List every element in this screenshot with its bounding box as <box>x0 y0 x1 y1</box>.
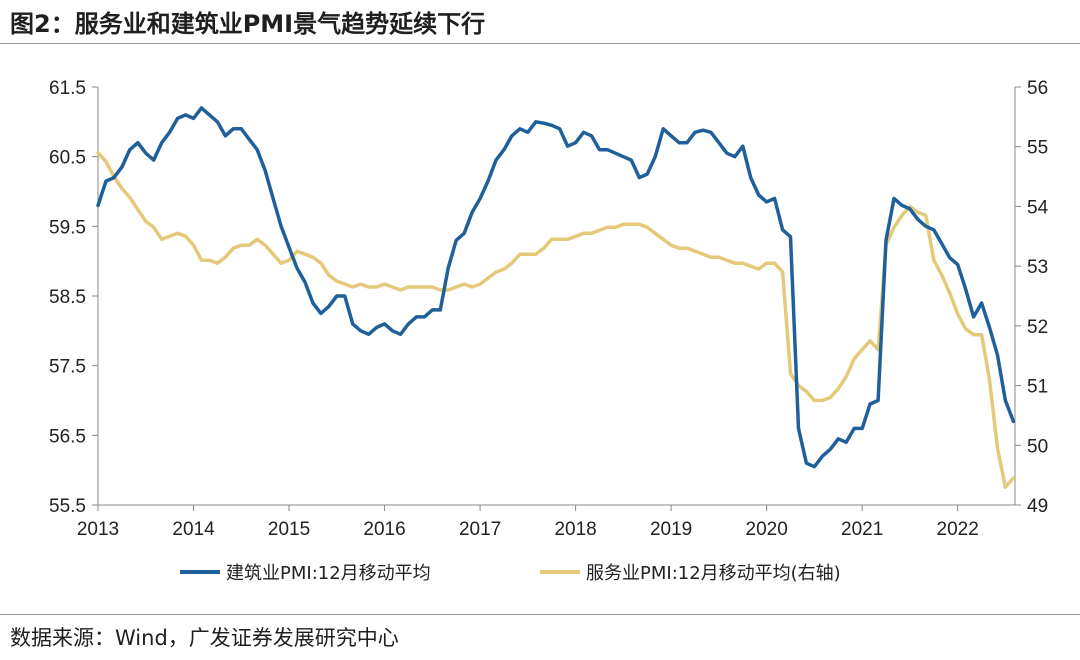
x-tick-label: 2022 <box>937 519 979 540</box>
chart-title: 图2：服务业和建筑业PMI景气趋势延续下行 <box>10 10 486 38</box>
right-tick-label: 51 <box>1027 377 1048 398</box>
right-y-axis-ticks: 49 50 51 52 53 54 55 56 <box>1015 78 1049 517</box>
x-tick-label: 2019 <box>650 519 692 540</box>
legend: 建筑业PMI:12月移动平均 服务业PMI:12月移动平均(右轴) <box>180 563 841 584</box>
construction-pmi-line <box>96 106 1016 469</box>
legend-item-construction: 建筑业PMI:12月移动平均 <box>180 563 431 584</box>
right-tick-label: 55 <box>1027 138 1048 159</box>
left-tick-label: 55.5 <box>49 496 86 517</box>
left-tick-label: 57.5 <box>49 357 86 378</box>
x-tick-label: 2018 <box>554 519 596 540</box>
legend-label: 建筑业PMI:12月移动平均 <box>226 563 431 584</box>
left-y-axis-ticks: 55.5 56.5 57.5 58.5 59.5 60.5 61.5 <box>49 78 98 517</box>
x-tick-label: 2013 <box>77 519 119 540</box>
right-tick-label: 50 <box>1027 436 1048 457</box>
legend-label: 服务业PMI:12月移动平均(右轴) <box>586 563 841 584</box>
x-tick-label: 2016 <box>363 519 405 540</box>
x-tick-label: 2015 <box>268 519 310 540</box>
pmi-line-chart: 55.5 56.5 57.5 58.5 59.5 60.5 61.5 49 50 51 52 53 5… <box>49 78 1049 584</box>
left-tick-label: 58.5 <box>49 287 86 308</box>
right-tick-label: 56 <box>1027 78 1048 99</box>
right-tick-label: 52 <box>1027 317 1048 338</box>
chart-axes <box>97 87 1016 506</box>
services-pmi-line <box>96 150 1016 489</box>
x-tick-label: 2017 <box>459 519 501 540</box>
x-tick-label: 2014 <box>172 519 215 540</box>
data-source-note: 数据来源：Wind，广发证券发展研究中心 <box>10 626 399 650</box>
x-tick-label: 2020 <box>746 519 788 540</box>
right-tick-label: 49 <box>1027 496 1048 517</box>
right-tick-label: 54 <box>1027 197 1049 218</box>
left-tick-label: 60.5 <box>49 148 86 169</box>
series-lines <box>96 106 1016 489</box>
right-tick-label: 53 <box>1027 257 1048 278</box>
legend-item-services: 服务业PMI:12月移动平均(右轴) <box>540 563 841 584</box>
x-tick-label: 2021 <box>841 519 883 540</box>
left-tick-label: 56.5 <box>49 426 86 447</box>
x-axis-ticks: 2013 2014 2015 2016 2017 2018 2019 2020 2021 2022 <box>77 505 979 540</box>
left-tick-label: 61.5 <box>49 78 86 99</box>
title-divider <box>0 43 1080 44</box>
left-tick-label: 59.5 <box>49 217 86 238</box>
footer-divider <box>0 614 1080 615</box>
